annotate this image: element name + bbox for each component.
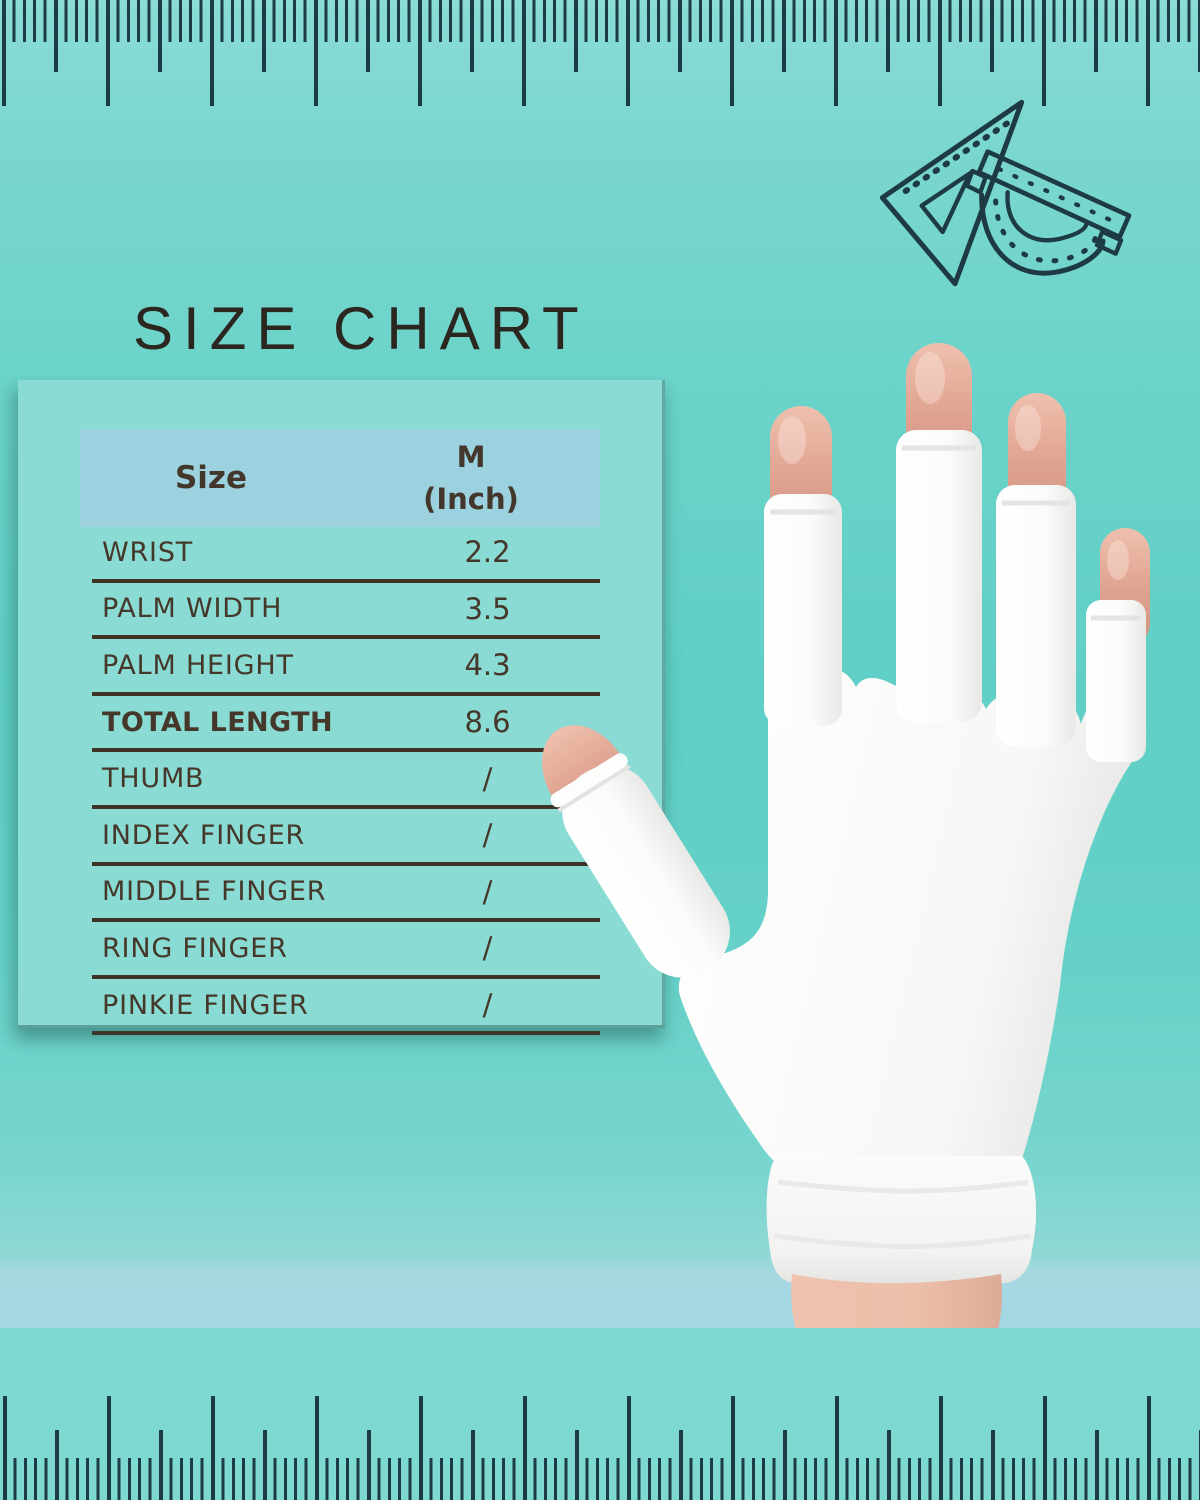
- size-table-panel: Size M (Inch) WRIST 2.2 PALM WIDTH 3.5 P…: [18, 380, 665, 1036]
- row-value: /: [482, 761, 493, 796]
- index-sleeve: [764, 494, 842, 726]
- pinkie-tip-highlight: [1107, 540, 1129, 580]
- glove-hand-photo: [541, 343, 1150, 1330]
- protractor-outer-arc: [979, 192, 1106, 276]
- row-value: 4.3: [464, 648, 511, 683]
- protractor-bar: [976, 149, 1132, 240]
- table-row-pinkie-finger: PINKIE FINGER /: [92, 979, 600, 1036]
- cuff-rib-line: [777, 1179, 1029, 1194]
- row-value: 2.2: [464, 535, 511, 570]
- row-label: RING FINGER: [102, 932, 288, 964]
- table-row-palm-height: PALM HEIGHT 4.3: [92, 639, 600, 696]
- glove-cuff: [766, 1156, 1037, 1291]
- column-header-unit: M (Inch): [342, 436, 600, 520]
- row-label: PALM WIDTH: [102, 593, 283, 625]
- table-row-thumb: THUMB /: [92, 752, 600, 809]
- row-label: PALM HEIGHT: [102, 649, 294, 681]
- wrist-skin: [791, 1274, 1002, 1330]
- row-value: /: [482, 818, 493, 853]
- column-header-size: Size: [174, 460, 248, 496]
- table-header-strip: Size M (Inch): [80, 429, 600, 527]
- unit-label: (Inch): [423, 482, 519, 516]
- row-value: /: [482, 931, 493, 966]
- thumb-sleeve: [562, 765, 730, 978]
- row-label: MIDDLE FINGER: [102, 876, 327, 908]
- row-label: TOTAL LENGTH: [102, 706, 333, 738]
- protractor-foot: [1094, 229, 1124, 256]
- thumb-sleeve-hem: [550, 753, 628, 808]
- table-row-palm-width: PALM WIDTH 3.5: [92, 583, 600, 640]
- index-tip-highlight: [778, 416, 806, 464]
- row-value: /: [482, 874, 493, 909]
- set-square-outline: [879, 99, 1025, 287]
- protractor-arc-ticks: [993, 198, 1099, 264]
- row-label: THUMB: [102, 763, 205, 795]
- row-label: INDEX FINGER: [102, 819, 306, 851]
- glove-finger-sleeves: [764, 430, 1146, 762]
- cuff-rib-line-2: [773, 1233, 1031, 1249]
- row-label: WRIST: [102, 536, 194, 568]
- set-square-hole: [919, 171, 973, 235]
- row-value: /: [482, 988, 493, 1023]
- protractor-inner-arc: [1005, 190, 1089, 243]
- glove-thumb: [541, 725, 730, 978]
- size-table-rows: WRIST 2.2 PALM WIDTH 3.5 PALM HEIGHT 4.3…: [92, 526, 600, 1036]
- set-square-protractor-icon: [879, 99, 1132, 287]
- pinkie-sleeve: [1086, 600, 1146, 762]
- row-value: 8.6: [464, 705, 511, 740]
- set-square-ticks: [902, 117, 1015, 194]
- table-row-total-length: TOTAL LENGTH 8.6: [92, 696, 600, 753]
- table-row-middle-finger: MIDDLE FINGER /: [92, 866, 600, 923]
- row-value: 3.5: [464, 591, 511, 626]
- ring-sleeve: [996, 485, 1076, 747]
- glove-palm: [678, 668, 1147, 1165]
- table-row-index-finger: INDEX FINGER /: [92, 809, 600, 866]
- protractor-step: [964, 168, 988, 195]
- protractor-bar-ticks: [996, 166, 1114, 223]
- middle-tip-highlight: [915, 352, 945, 404]
- ring-tip-highlight: [1015, 405, 1041, 451]
- page-title: SIZE CHART: [133, 295, 589, 362]
- footer-band: [0, 1328, 1200, 1500]
- table-row-wrist: WRIST 2.2: [92, 526, 600, 583]
- middle-sleeve: [896, 430, 982, 722]
- table-row-ring-finger: RING FINGER /: [92, 922, 600, 979]
- unit-size-letter: M: [456, 440, 486, 474]
- thumb-hem-line: [557, 764, 631, 813]
- row-label: PINKIE FINGER: [102, 989, 309, 1021]
- ruler-ticks-bottom-icon: [0, 1396, 1200, 1500]
